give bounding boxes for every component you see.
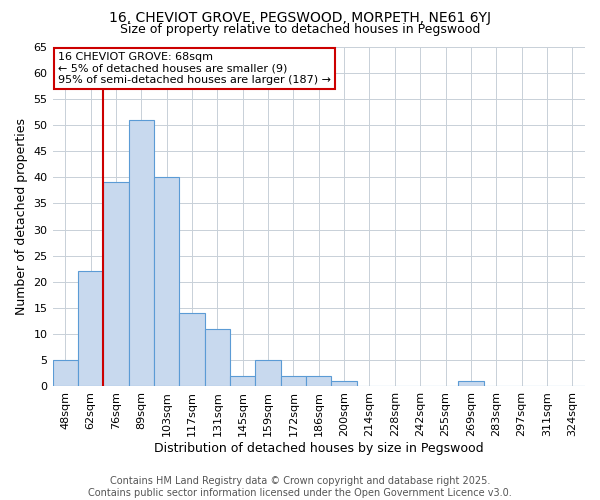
Bar: [230, 376, 256, 386]
Text: Contains HM Land Registry data © Crown copyright and database right 2025.
Contai: Contains HM Land Registry data © Crown c…: [88, 476, 512, 498]
Text: 16, CHEVIOT GROVE, PEGSWOOD, MORPETH, NE61 6YJ: 16, CHEVIOT GROVE, PEGSWOOD, MORPETH, NE…: [109, 11, 491, 25]
Text: Size of property relative to detached houses in Pegswood: Size of property relative to detached ho…: [120, 22, 480, 36]
Bar: [306, 376, 331, 386]
Bar: [256, 360, 281, 386]
Bar: [53, 360, 78, 386]
Bar: [331, 381, 357, 386]
Text: 16 CHEVIOT GROVE: 68sqm
← 5% of detached houses are smaller (9)
95% of semi-deta: 16 CHEVIOT GROVE: 68sqm ← 5% of detached…: [58, 52, 331, 85]
X-axis label: Distribution of detached houses by size in Pegswood: Distribution of detached houses by size …: [154, 442, 484, 455]
Bar: [154, 178, 179, 386]
Bar: [103, 182, 128, 386]
Bar: [458, 381, 484, 386]
Bar: [179, 313, 205, 386]
Bar: [78, 272, 103, 386]
Bar: [281, 376, 306, 386]
Bar: [128, 120, 154, 386]
Bar: [205, 329, 230, 386]
Y-axis label: Number of detached properties: Number of detached properties: [15, 118, 28, 315]
